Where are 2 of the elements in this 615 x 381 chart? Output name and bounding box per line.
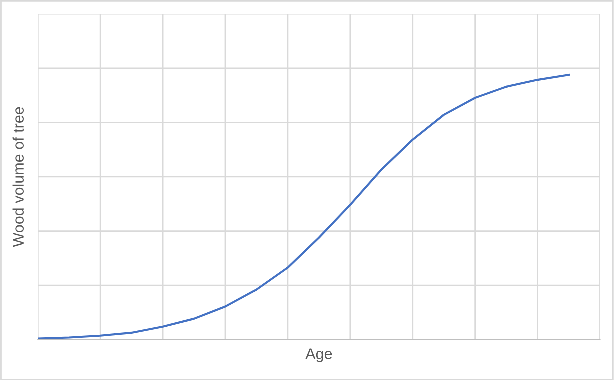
y-axis-title: Wood volume of tree — [12, 107, 24, 248]
x-axis-title: Age — [306, 348, 332, 362]
